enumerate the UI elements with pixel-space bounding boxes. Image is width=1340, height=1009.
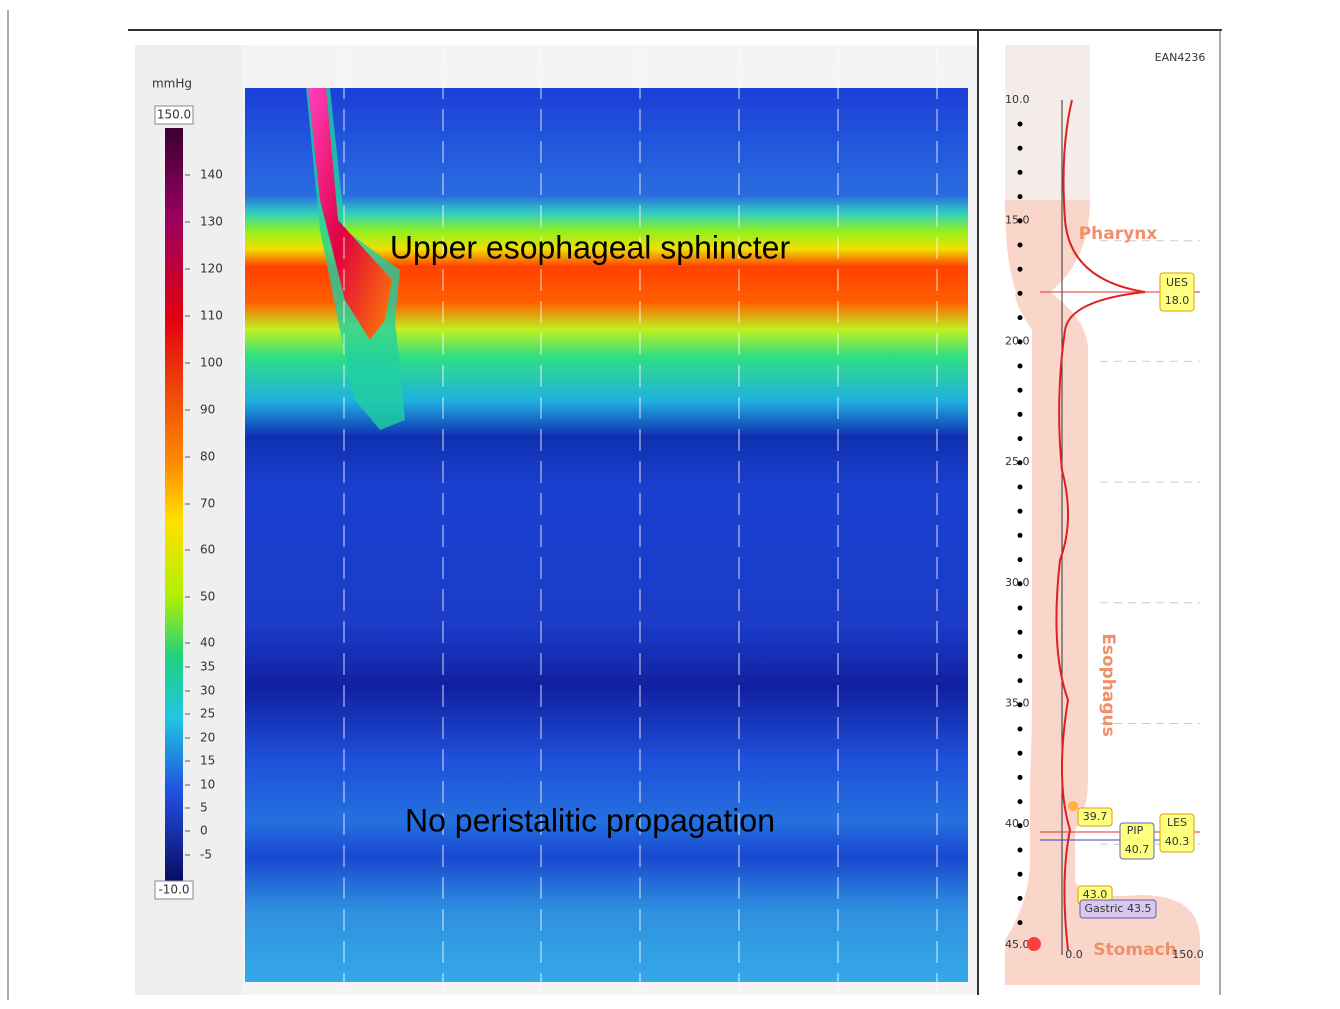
- region-label: Stomach: [1093, 940, 1176, 960]
- sensor-dot: [1018, 896, 1023, 901]
- sensor-dot: [1018, 436, 1023, 441]
- sensor-dot: [1018, 291, 1023, 296]
- point-value: 43.0: [1083, 888, 1108, 901]
- annotation: No peristalitic propagation: [405, 802, 775, 838]
- sensor-dot: [1018, 194, 1023, 199]
- sensor-dot: [1018, 775, 1023, 780]
- colorbar-max: 150.0: [157, 108, 191, 122]
- colorbar-tick-label: 25: [200, 707, 215, 721]
- heatmap: [245, 88, 968, 982]
- sensor-dot: [1018, 606, 1023, 611]
- colorbar-tick-label: 110: [200, 309, 223, 323]
- colorbar-tick-label: 90: [200, 403, 215, 417]
- region-label: Pharynx: [1079, 224, 1158, 244]
- anatomy-top: [1005, 45, 1090, 200]
- colorbar-tick-label: 40: [200, 636, 215, 650]
- sensor-dot: [1018, 146, 1023, 151]
- sensor-dot: [1018, 170, 1023, 175]
- colorbar-tick-label: 130: [200, 215, 223, 229]
- colorbar-tick-label: 10: [200, 778, 215, 792]
- device-id: EAN4236: [1155, 51, 1206, 64]
- end-marker: [1027, 937, 1041, 951]
- sensor-dot: [1018, 364, 1023, 369]
- sensor-dot: [1018, 412, 1023, 417]
- sensor-dot: [1018, 243, 1023, 248]
- depth-label: 35.0: [1005, 697, 1030, 710]
- annotation: Upper esophageal sphincter: [390, 229, 791, 265]
- sensor-dot: [1018, 678, 1023, 683]
- colorbar-tick-label: 60: [200, 543, 215, 557]
- colorbar-tick-label: 20: [200, 731, 215, 745]
- axis-max: 150.0: [1172, 948, 1204, 961]
- sensor-dot: [1018, 533, 1023, 538]
- depth-label: 15.0: [1005, 214, 1030, 227]
- colorbar-tick-label: 50: [200, 590, 215, 604]
- sensor-dot: [1018, 872, 1023, 877]
- sensor-dot: [1018, 267, 1023, 272]
- depth-label: 25.0: [1005, 455, 1030, 468]
- colorbar-tick-label: 80: [200, 450, 215, 464]
- sensor-dot: [1018, 388, 1023, 393]
- colorbar-min: -10.0: [158, 883, 189, 897]
- colorbar-tick-label: 70: [200, 497, 215, 511]
- colorbar-tick-label: 120: [200, 262, 223, 276]
- screenshot: mmHg 150.0 -10.0 14013012011010090807060…: [0, 0, 1340, 1009]
- ues-label: UES: [1166, 276, 1188, 289]
- colorbar-tick-label: 30: [200, 684, 215, 698]
- region-label: Esophagus: [1098, 633, 1118, 737]
- axis-min: 0.0: [1065, 948, 1083, 961]
- colorbar-tick-label: -5: [200, 848, 212, 862]
- les-label: LES: [1167, 816, 1187, 829]
- colorbar-unit: mmHg: [152, 77, 192, 91]
- sensor-dot: [1018, 485, 1023, 490]
- point-marker: [1068, 801, 1078, 811]
- gastric-label: Gastric 43.5: [1085, 902, 1152, 915]
- ues-value: 18.0: [1165, 294, 1190, 307]
- colorbar-tick-label: 140: [200, 168, 223, 182]
- pip-value: 40.7: [1125, 843, 1150, 856]
- sensor-dot: [1018, 122, 1023, 127]
- sensor-dot: [1018, 557, 1023, 562]
- sensor-dot: [1018, 799, 1023, 804]
- sensor-dot: [1018, 315, 1023, 320]
- colorbar: [165, 128, 183, 883]
- depth-label: 40.0: [1005, 817, 1030, 830]
- colorbar-tick-label: 5: [200, 801, 208, 815]
- les-value: 40.3: [1165, 835, 1190, 848]
- colorbar-tick-label: 15: [200, 754, 215, 768]
- sensor-dot: [1018, 751, 1023, 756]
- sensor-dot: [1018, 654, 1023, 659]
- sensor-dot: [1018, 630, 1023, 635]
- sensor-dot: [1018, 509, 1023, 514]
- pip-label: PIP: [1127, 824, 1144, 837]
- depth-label: 45.0: [1005, 938, 1030, 951]
- sensor-dot: [1018, 920, 1023, 925]
- depth-label: 10.0: [1005, 93, 1030, 106]
- colorbar-tick-label: 100: [200, 356, 223, 370]
- point-value: 39.7: [1083, 810, 1108, 823]
- colorbar-panel: [135, 45, 243, 995]
- depth-label: 30.0: [1005, 576, 1030, 589]
- depth-label: 20.0: [1005, 334, 1030, 347]
- colorbar-tick-label: 35: [200, 660, 215, 674]
- colorbar-tick-label: 0: [200, 824, 208, 838]
- sensor-dot: [1018, 727, 1023, 732]
- sensor-dot: [1018, 848, 1023, 853]
